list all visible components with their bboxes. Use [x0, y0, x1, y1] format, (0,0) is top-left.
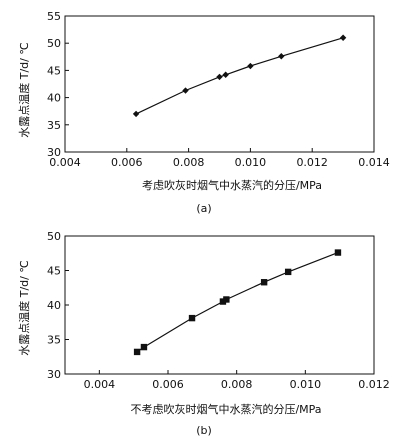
chart-a-data-point — [247, 62, 254, 70]
chart-b-data-point — [334, 249, 342, 256]
chart-b-series-line — [136, 252, 339, 353]
chart-a-y-tick-label: 55 — [47, 10, 61, 23]
chart-a-data-point — [222, 71, 229, 78]
chart-b-data-point — [188, 314, 196, 322]
chart-b-data-point — [219, 298, 227, 305]
chart-b-data-point — [133, 348, 141, 356]
chart-b-x-tick-label: 0.008 — [221, 378, 253, 391]
chart-a-y-axis-label: 水露点温度 T/d/ ℃ — [17, 42, 31, 137]
chart-a-frame — [64, 15, 375, 153]
chart-a-data-point — [216, 73, 223, 81]
chart-a-x-tick-label: 0.014 — [358, 156, 390, 169]
chart-a-x-tick-label: 0.010 — [235, 156, 267, 169]
chart-b-y-tick-label: 35 — [47, 334, 61, 347]
chart-a-x-tick-label: 0.006 — [111, 156, 143, 169]
chart-a-data-point — [339, 34, 347, 41]
chart-a-x-tick-label: 0.004 — [49, 156, 81, 169]
chart-a-x-tick-label: 0.012 — [296, 156, 328, 169]
chart-b-data-point — [284, 268, 292, 276]
chart-b-y-tick-label: 40 — [47, 299, 61, 312]
chart-a-series-line — [135, 37, 344, 115]
chart-b-x-tick-label: 0.006 — [152, 378, 184, 391]
chart-a-data-point — [278, 53, 285, 60]
chart-a-data-point — [182, 87, 189, 94]
chart-b-y-axis-label: 水露点温度 T/d/ ℃ — [17, 260, 31, 355]
chart-b-y-tick-label: 45 — [47, 265, 61, 278]
chart-b-x-tick-label: 0.004 — [84, 378, 116, 391]
chart-a-y-tick-label: 40 — [47, 92, 61, 105]
chart-a-y-tick-label: 35 — [47, 119, 61, 132]
chart-b-y-tick-label: 30 — [47, 368, 61, 381]
chart-b-y-tick-label: 50 — [47, 230, 61, 243]
chart-a-panel-label: (a) — [196, 202, 211, 215]
chart-b-x-tick-label: 0.012 — [358, 378, 390, 391]
chart-b-data-point — [140, 343, 148, 351]
chart-b-data-point — [260, 279, 268, 286]
chart-a-y-tick-label: 50 — [47, 37, 61, 50]
chart-b-plot-area: 30 35 40 45 50 0.004 0.006 0.008 0.010 0.012 — [47, 230, 390, 391]
chart-a-x-tick-label: 0.008 — [173, 156, 205, 169]
chart-b: 30 35 40 45 50 0.004 0.006 0.008 0.010 0.012 水露点温… — [17, 230, 390, 437]
chart-b-panel-label: (b) — [196, 424, 212, 437]
chart-a-y-tick-label: 30 — [47, 146, 61, 159]
chart-a-plot-area: 30 35 40 45 50 55 0.004 0.006 0.008 0.010 0.012 0.0… — [47, 10, 390, 169]
chart-a-y-tick-label: 45 — [47, 64, 61, 77]
chart-a: 30 35 40 45 50 55 0.004 0.006 0.008 0.010 0.012 0.0… — [17, 10, 390, 215]
chart-a-x-axis-label: 考虑吹灰时烟气中水蒸汽的分压/MPa — [142, 178, 322, 192]
chart-b-x-axis-label: 不考虑吹灰时烟气中水蒸汽的分压/MPa — [130, 402, 321, 416]
chart-b-x-tick-label: 0.010 — [290, 378, 322, 391]
chart-b-data-point — [223, 296, 230, 303]
chart-a-data-point — [132, 110, 140, 118]
